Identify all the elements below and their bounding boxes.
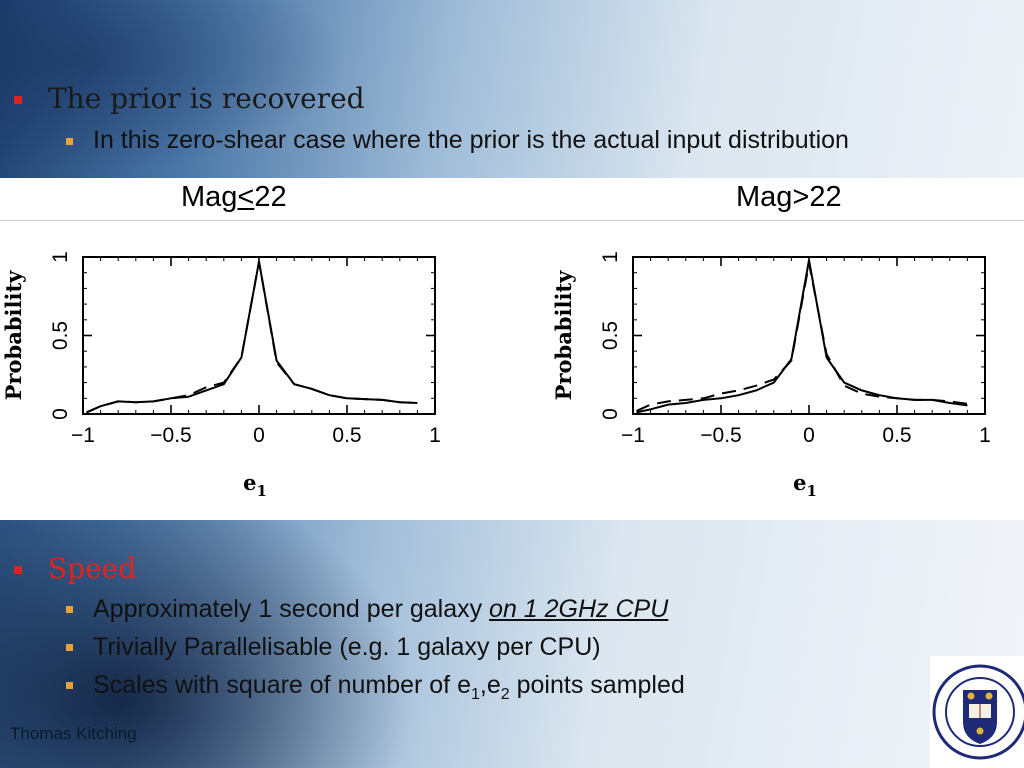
x-axis-label: e1: [793, 470, 817, 500]
y-tick-label: 0: [49, 408, 72, 420]
panel-title-right: Mag>22: [736, 181, 842, 213]
author-name: Thomas Kitching: [10, 724, 137, 743]
speed-item-parallel: Trivially Parallelisable (e.g. 1 galaxy …: [93, 633, 601, 661]
subbullet-zero-shear: In this zero-shear case where the prior …: [93, 126, 849, 154]
figure-panel: Mag<22 Mag>22 −1 −0.5 0 0.5 1 0 0.5 1 Probabilit…: [0, 178, 1024, 520]
x-tick-label: 1: [429, 424, 441, 447]
x-tick-label: −1: [71, 424, 95, 447]
oxford-crest-icon: [932, 664, 1024, 760]
y-tick-label: 0.5: [49, 321, 72, 350]
heading-prior: The prior is recovered: [48, 82, 365, 115]
bullet-marker-level2: [66, 682, 73, 689]
bullet-marker-level1: [14, 566, 22, 574]
series-line-solid: [636, 259, 968, 414]
x-tick-label: −0.5: [150, 424, 191, 447]
x-axis-label: e1: [243, 470, 267, 500]
plot-frame: [82, 256, 436, 415]
speed-item-scales: Scales with square of number of e1,e2 po…: [93, 671, 685, 703]
bullet-marker-level2: [66, 644, 73, 651]
speed-item-approx: Approximately 1 second per galaxy on 1 2…: [93, 595, 669, 623]
series-line-dashed: [86, 260, 418, 414]
plot-frame: [632, 256, 986, 415]
oxford-logo: [930, 656, 1024, 768]
charts-svg: −1 −0.5 0 0.5 1 0 0.5 1 Probability e1 −1 −0.5 0 0.5 1…: [1, 251, 991, 500]
y-axis-label: Probability: [551, 270, 576, 400]
series-line-dashed: [636, 262, 968, 412]
y-tick-label: 0: [599, 408, 622, 420]
panel-divider: [0, 220, 1024, 221]
x-tick-label: 0.5: [882, 424, 911, 447]
bullet-marker-level2: [66, 606, 73, 613]
bullet-marker-level1: [14, 96, 22, 104]
x-tick-label: 0.5: [332, 424, 361, 447]
x-tick-label: −0.5: [700, 424, 741, 447]
x-tick-label: −1: [621, 424, 645, 447]
y-axis-label: Probability: [1, 270, 26, 400]
x-tick-label: 0: [253, 424, 265, 447]
y-tick-label: 0.5: [599, 321, 622, 350]
heading-speed: Speed: [48, 552, 137, 585]
bullet-marker-level2: [66, 138, 73, 145]
series-line-solid: [86, 260, 418, 414]
x-tick-label: 0: [803, 424, 815, 447]
panel-title-left: Mag<22: [181, 181, 287, 213]
y-tick-label: 1: [49, 251, 72, 263]
x-tick-label: 1: [979, 424, 991, 447]
y-tick-label: 1: [599, 251, 622, 263]
